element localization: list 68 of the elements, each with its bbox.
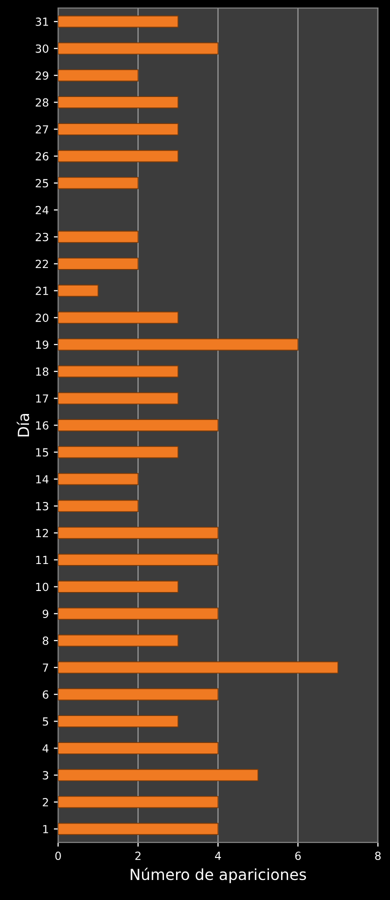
bar (58, 150, 178, 162)
bar (58, 796, 218, 808)
bar (58, 42, 218, 55)
y-tick-label: 22 (36, 260, 48, 268)
bar (58, 123, 178, 136)
bar (58, 96, 178, 108)
y-tick-label: 18 (36, 367, 48, 376)
y-tick-label: 8 (42, 636, 48, 645)
y-tick-label: 20 (36, 314, 48, 322)
x-tick-label: 6 (295, 852, 301, 860)
y-axis-title: Día (16, 414, 30, 436)
y-tick-label: 4 (42, 744, 48, 752)
bar (58, 661, 338, 674)
y-tick-label: 2 (42, 798, 48, 806)
y-tick-label: 27 (36, 125, 48, 134)
y-tick-label: 15 (36, 448, 48, 457)
y-tick-label: 6 (42, 690, 48, 699)
y-tick-label: 14 (36, 475, 48, 484)
x-tick-label: 8 (375, 852, 381, 860)
y-tick-label: 12 (36, 528, 48, 538)
y-tick-label: 9 (42, 610, 48, 618)
bar (58, 526, 218, 539)
bar (58, 715, 178, 728)
y-tick-label: 5 (42, 717, 48, 726)
bar (58, 446, 178, 458)
bar (58, 419, 218, 432)
bar (58, 473, 138, 486)
bar (58, 392, 178, 404)
bar (58, 365, 178, 378)
y-tick-label: 13 (36, 502, 48, 510)
bar (58, 500, 138, 512)
bar (58, 69, 138, 82)
y-tick-label: 11 (36, 556, 48, 564)
y-tick-label: 16 (36, 421, 48, 430)
bar (58, 554, 218, 566)
y-tick-label: 29 (36, 71, 48, 80)
bar (58, 742, 218, 754)
x-axis-title: Número de apariciones (130, 868, 306, 884)
bar (58, 580, 178, 593)
bar (58, 312, 178, 324)
y-tick-label: 28 (36, 98, 48, 107)
y-tick-label: 1 (43, 825, 48, 834)
y-tick-label: 3 (42, 771, 48, 780)
y-tick-label: 23 (36, 232, 48, 242)
y-tick-label: 19 (36, 340, 48, 349)
bar (58, 230, 138, 243)
bar (58, 15, 178, 28)
y-tick-label: 10 (36, 582, 48, 592)
y-tick-label: 21 (36, 286, 48, 295)
bar (58, 338, 298, 351)
bar (58, 176, 138, 190)
y-tick-label: 24 (36, 206, 48, 214)
bar (58, 258, 138, 270)
bar (58, 822, 218, 836)
x-tick-label: 0 (55, 852, 61, 860)
y-tick-label: 7 (42, 664, 48, 672)
bar (58, 769, 258, 782)
x-tick-label: 2 (135, 852, 140, 860)
bar (58, 688, 218, 700)
y-tick-label: 17 (36, 394, 48, 403)
x-tick-label: 4 (215, 852, 221, 860)
y-tick-label: 25 (36, 179, 48, 188)
bar (58, 608, 218, 620)
bar (58, 634, 178, 647)
y-tick-label: 30 (36, 44, 48, 53)
y-tick-label: 26 (36, 152, 48, 160)
y-tick-label: 31 (36, 18, 48, 26)
bar (58, 284, 99, 297)
